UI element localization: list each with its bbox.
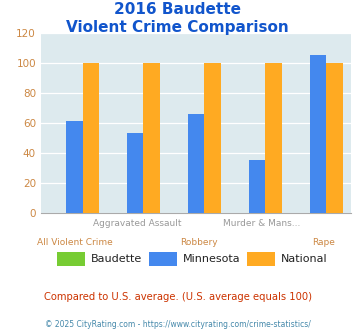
Text: © 2025 CityRating.com - https://www.cityrating.com/crime-statistics/: © 2025 CityRating.com - https://www.city… [45, 320, 310, 329]
Text: National: National [281, 254, 327, 264]
Bar [66, 121, 83, 213]
Bar [310, 55, 326, 213]
Text: Minnesota: Minnesota [182, 254, 240, 264]
Text: All Violent Crime: All Violent Crime [37, 238, 113, 247]
Text: Aggravated Assault: Aggravated Assault [93, 219, 181, 228]
Text: Violent Crime Comparison: Violent Crime Comparison [66, 20, 289, 35]
Bar [249, 160, 265, 213]
Text: Baudette: Baudette [91, 254, 142, 264]
Bar [188, 114, 204, 213]
Bar [127, 133, 143, 213]
Bar [143, 63, 160, 213]
Text: Robbery: Robbery [180, 238, 218, 247]
Bar [265, 63, 282, 213]
Text: Rape: Rape [312, 238, 335, 247]
Text: 2016 Baudette: 2016 Baudette [114, 2, 241, 16]
Text: Murder & Mans...: Murder & Mans... [223, 219, 300, 228]
Bar [83, 63, 99, 213]
Text: Compared to U.S. average. (U.S. average equals 100): Compared to U.S. average. (U.S. average … [44, 292, 311, 302]
Bar [204, 63, 221, 213]
Bar [326, 63, 343, 213]
